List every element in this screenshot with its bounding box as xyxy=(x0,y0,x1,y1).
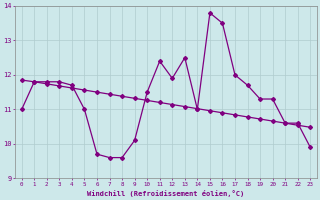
X-axis label: Windchill (Refroidissement éolien,°C): Windchill (Refroidissement éolien,°C) xyxy=(87,190,244,197)
